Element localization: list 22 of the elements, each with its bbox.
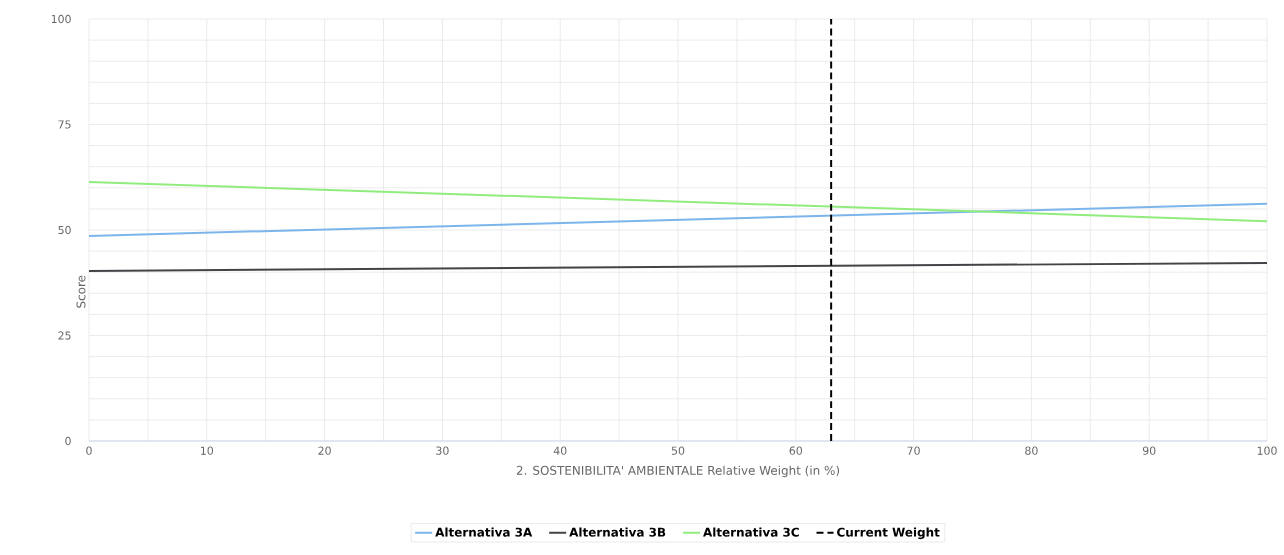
x-tick-label: 20 [318,446,331,455]
y-tick-label: 50 [58,225,71,235]
x-tick-label: 10 [201,446,214,455]
x-tick-label: 100 [1257,446,1277,455]
legend-label: Alternativa 3B [569,527,666,537]
x-tick-label: 30 [436,446,449,455]
legend-label: Current Weight [837,527,940,540]
y-axis-title: Score [76,275,86,308]
x-tick-label: 90 [1142,446,1156,455]
y-tick-label: 0 [65,436,71,446]
legend-label: Alternativa 3A [435,527,533,537]
x-axis-title: 2. SOSTENIBILITA' AMBIENTALE Relative Weight (in %) [516,465,840,478]
legend-label: Alternativa 3C [703,527,799,537]
y-tick-label: 100 [51,14,71,24]
y-tick-label: 75 [58,120,71,129]
x-tick-label: 0 [86,446,92,455]
x-tick-label: 50 [671,446,685,455]
x-tick-label: 70 [907,446,920,455]
x-tick-label: 60 [789,446,803,455]
y-tick-label: 25 [58,331,71,340]
x-tick-label: 80 [1025,446,1038,455]
x-tick-label: 40 [553,446,567,455]
